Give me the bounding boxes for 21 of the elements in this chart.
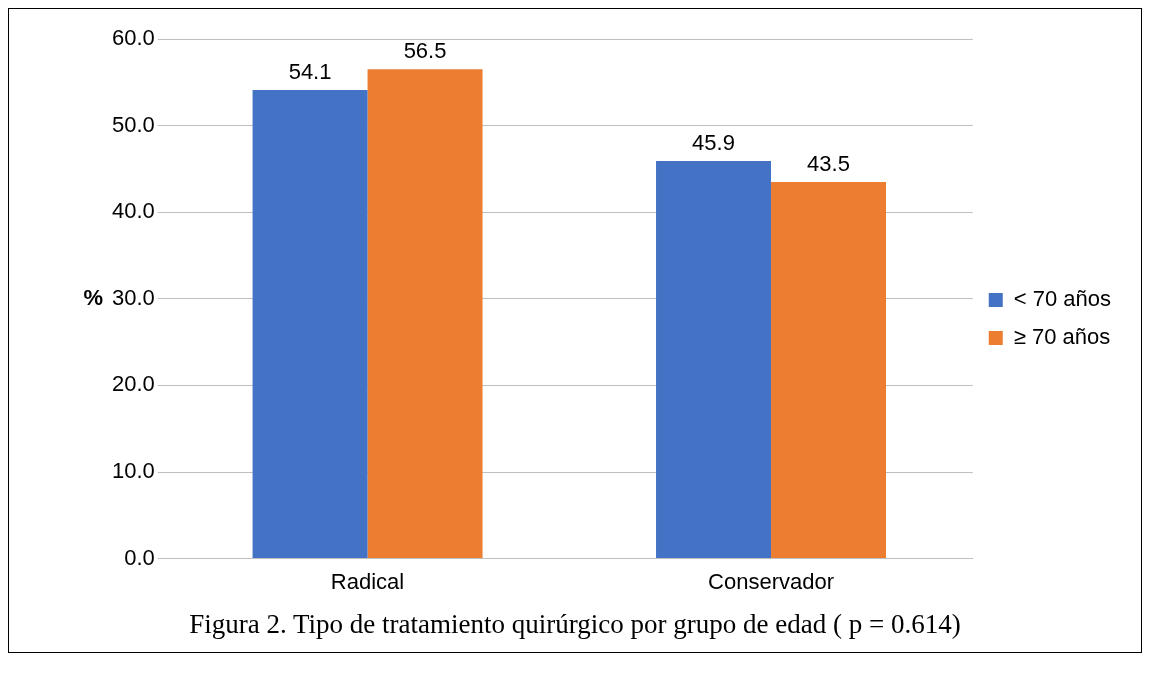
text: Figura 2. Tipo de tratamiento quirúrgico por grupo de edad ( p = 0.614) — [188, 609, 962, 641]
bar — [656, 161, 772, 559]
y-tick-label: 10.0 — [111, 458, 155, 484]
x-tick-label: Conservador — [708, 568, 834, 594]
bar — [252, 90, 368, 559]
data-label: 43.5 — [807, 150, 850, 176]
data-label: 45.9 — [692, 130, 735, 156]
data-label: 56.5 — [403, 38, 447, 64]
data-label: 54.1 — [288, 59, 332, 85]
y-tick-label: 20.0 — [111, 371, 155, 397]
y-tick-label: 30.0 — [111, 284, 155, 310]
legend-label: ≥ 70 años — [1013, 324, 1111, 350]
y-tick-label: 60.0 — [111, 25, 155, 51]
x-tick-label: Radical — [330, 568, 405, 594]
y-tick-label: 40.0 — [111, 198, 155, 224]
bar — [771, 181, 887, 559]
y-tick-label: 0.0 — [124, 544, 155, 570]
legend-label: < 70 años — [1013, 286, 1111, 312]
bar — [367, 69, 483, 559]
y-tick-label: 50.0 — [111, 111, 155, 137]
y-axis-title: % — [83, 284, 103, 310]
